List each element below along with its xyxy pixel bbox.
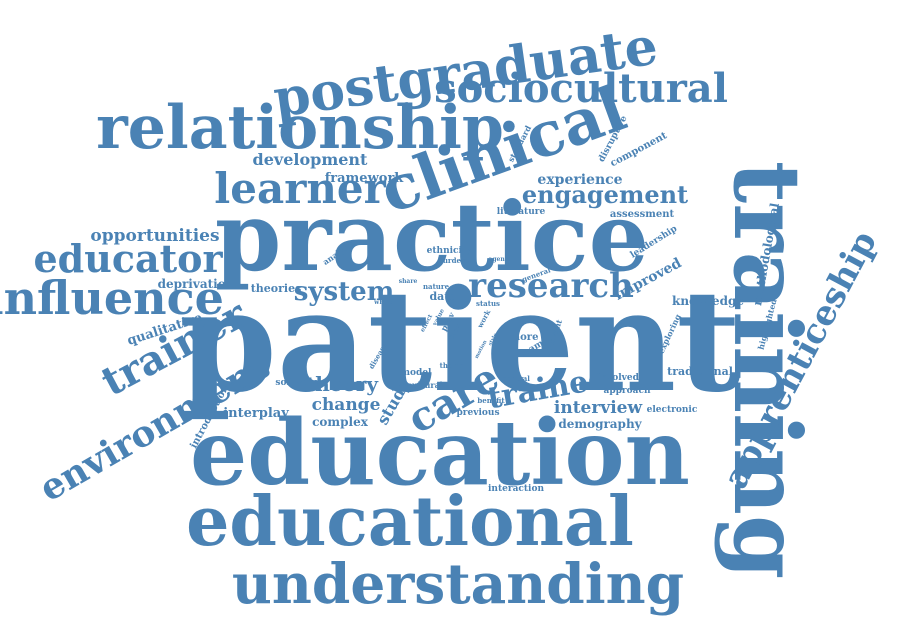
word-traditional: traditional: [667, 365, 733, 378]
word-educational: educational: [186, 482, 634, 562]
word-cultural: cultural: [407, 380, 443, 390]
word-practice: practice: [215, 182, 649, 293]
word-burden: burden: [438, 256, 466, 265]
word-central: central: [502, 374, 530, 383]
word-patient: patient: [179, 260, 741, 424]
word-educator: educator: [33, 236, 223, 281]
word-theme: theme: [440, 361, 465, 370]
word-more: more: [510, 332, 539, 343]
word-training: training: [713, 161, 821, 580]
word-change: change: [312, 395, 381, 415]
word-literature: literature: [497, 207, 546, 217]
word-previous: previous: [456, 408, 499, 418]
word-skill: skill: [460, 258, 472, 264]
word-opportunities: opportunities: [90, 226, 219, 246]
word-approach: approach: [603, 386, 650, 396]
word-system: system: [294, 277, 394, 307]
word-sociocultural: sociocultural: [434, 65, 728, 112]
word-experience: experience: [537, 172, 622, 188]
word-learner: learner: [214, 164, 386, 213]
word-deprivation: deprivation: [158, 277, 235, 291]
word-understanding: understanding: [232, 551, 684, 616]
word-theory: theory: [306, 372, 379, 396]
word-share: share: [399, 278, 418, 285]
word-benefit: benefit: [477, 396, 505, 405]
word-development: development: [253, 150, 369, 169]
word-interview: interview: [554, 398, 643, 418]
word-involved: involved: [597, 373, 640, 383]
word-software: software: [275, 378, 318, 388]
word-knowledge: knowledge: [672, 294, 744, 308]
word-framework: framework: [325, 171, 405, 186]
word-complex: complex: [312, 415, 369, 429]
word-style: style: [487, 332, 498, 346]
word-research: research: [468, 266, 634, 306]
word-electronic: electronic: [647, 405, 698, 415]
word-whole: whole: [373, 299, 394, 306]
word-education: education: [190, 400, 690, 506]
word-theories: theories: [251, 282, 302, 295]
word-interaction: interaction: [488, 484, 544, 494]
word-agent: agent: [488, 256, 507, 263]
word-status: status: [476, 299, 500, 308]
word-interplay: interplay: [223, 406, 289, 421]
word-demography: demography: [558, 417, 642, 431]
word-influence: influence: [0, 271, 224, 325]
word-nature: nature: [423, 282, 450, 291]
word-ethnicity: ethnicity: [427, 246, 472, 256]
word-engagement: engagement: [522, 180, 688, 209]
word-assessment: assessment: [610, 209, 675, 220]
word-relationship: relationship: [96, 93, 504, 163]
word-data: data: [429, 290, 456, 303]
word-model: model: [401, 368, 433, 378]
